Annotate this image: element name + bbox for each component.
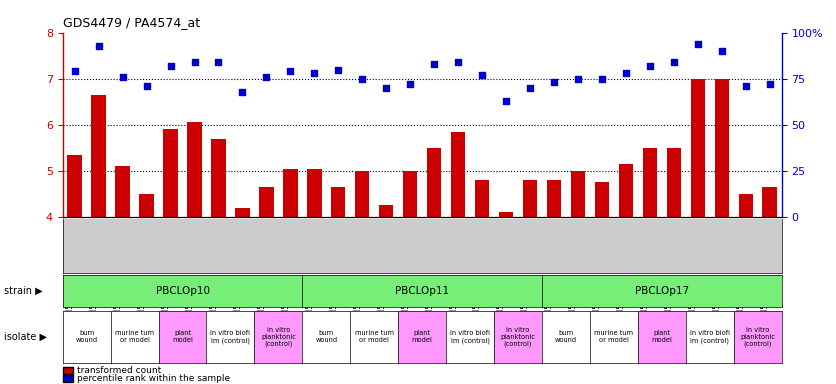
Point	[140, 83, 153, 89]
Bar	[499, 212, 513, 384]
Point	[595, 76, 609, 82]
Text: plant
model: plant model	[651, 331, 672, 343]
Bar	[451, 132, 466, 384]
Point	[739, 83, 752, 89]
Text: PBCLOp10: PBCLOp10	[155, 286, 210, 296]
Bar	[594, 182, 609, 384]
Text: isolate ▶: isolate ▶	[4, 332, 47, 342]
Point	[619, 70, 633, 76]
Text: plant
model: plant model	[172, 331, 193, 343]
Text: in vitro biofi
lm (control): in vitro biofi lm (control)	[690, 330, 730, 344]
Bar	[666, 148, 681, 384]
Text: GDS4479 / PA4574_at: GDS4479 / PA4574_at	[63, 16, 200, 29]
Bar	[547, 180, 561, 384]
Bar	[283, 169, 298, 384]
Bar	[738, 194, 753, 384]
Bar	[715, 79, 729, 384]
Bar	[403, 171, 417, 384]
Point	[427, 61, 441, 67]
Point	[260, 74, 273, 80]
Bar	[379, 205, 394, 384]
Point	[212, 59, 225, 65]
Text: burn
wound: burn wound	[315, 331, 338, 343]
Text: plant
model: plant model	[412, 331, 432, 343]
Point	[548, 79, 561, 86]
Point	[236, 89, 249, 95]
Bar	[643, 148, 657, 384]
Point	[667, 59, 681, 65]
Text: in vitro biofi
lm (control): in vitro biofi lm (control)	[450, 330, 490, 344]
Text: murine tum
or model: murine tum or model	[115, 331, 154, 343]
Text: in vitro
planktonic
(control): in vitro planktonic (control)	[740, 327, 775, 347]
Bar	[91, 95, 106, 384]
Bar	[762, 187, 777, 384]
Text: murine tum
or model: murine tum or model	[354, 331, 394, 343]
Point	[715, 48, 728, 54]
Bar	[163, 129, 178, 384]
Point	[571, 76, 584, 82]
Point	[643, 63, 656, 69]
Bar	[235, 208, 250, 384]
Text: PBCLOp11: PBCLOp11	[395, 286, 449, 296]
Text: strain ▶: strain ▶	[4, 286, 43, 296]
Text: PBCLOp17: PBCLOp17	[635, 286, 689, 296]
Point	[380, 85, 393, 91]
Bar	[691, 79, 705, 384]
Bar	[115, 166, 130, 384]
Text: in vitro biofi
lm (control): in vitro biofi lm (control)	[211, 330, 251, 344]
Point	[691, 41, 705, 47]
Bar	[68, 155, 82, 384]
Bar	[522, 180, 538, 384]
Point	[68, 68, 81, 74]
Point	[523, 85, 537, 91]
Text: in vitro
planktonic
(control): in vitro planktonic (control)	[501, 327, 536, 347]
Bar	[331, 187, 345, 384]
Point	[116, 74, 130, 80]
Text: murine tum
or model: murine tum or model	[594, 331, 634, 343]
Bar	[307, 169, 322, 384]
Point	[499, 98, 512, 104]
Bar	[187, 122, 201, 384]
Point	[188, 59, 201, 65]
Bar	[571, 171, 585, 384]
Point	[355, 76, 369, 82]
Bar	[427, 148, 441, 384]
Point	[332, 66, 345, 73]
Text: burn
wound: burn wound	[75, 331, 98, 343]
Point	[283, 68, 297, 74]
Text: in vitro
planktonic
(control): in vitro planktonic (control)	[261, 327, 296, 347]
Bar	[212, 139, 226, 384]
Point	[451, 59, 465, 65]
Point	[164, 63, 177, 69]
Bar	[355, 171, 370, 384]
Point	[92, 43, 105, 49]
Point	[308, 70, 321, 76]
Text: percentile rank within the sample: percentile rank within the sample	[77, 374, 230, 383]
Bar	[140, 194, 154, 384]
Text: burn
wound: burn wound	[555, 331, 577, 343]
Bar	[619, 164, 633, 384]
Bar	[259, 187, 273, 384]
Point	[404, 81, 417, 87]
Bar	[475, 180, 489, 384]
Point	[763, 81, 777, 87]
Point	[476, 72, 489, 78]
Text: transformed count: transformed count	[77, 366, 161, 376]
